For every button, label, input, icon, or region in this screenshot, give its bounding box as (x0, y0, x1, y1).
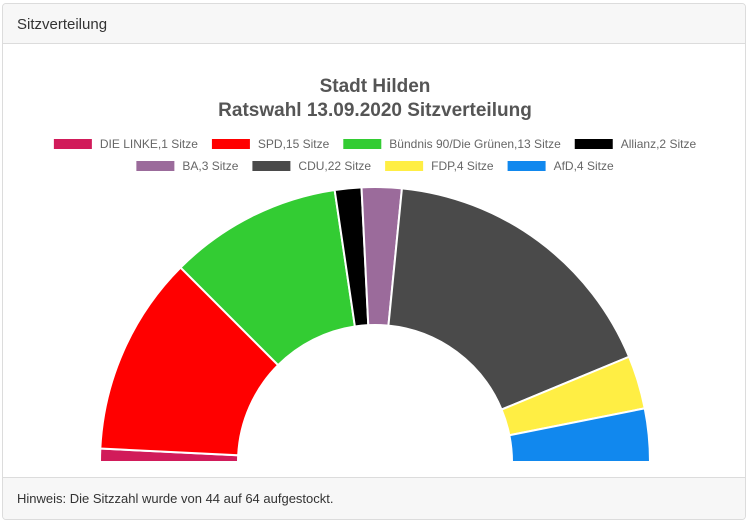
legend-label: FDP,4 Sitze (431, 159, 494, 173)
chart-subtitle: Ratswahl 13.09.2020 Sitzverteilung (218, 100, 532, 121)
legend-swatch (343, 139, 382, 149)
legend-item-0[interactable]: DIE LINKE,1 Sitze (53, 137, 198, 151)
legend-item-1[interactable]: SPD,15 Sitze (211, 137, 330, 151)
legend-item-4[interactable]: BA,3 Sitze (136, 159, 239, 173)
legend-label: AfD,4 Sitze (554, 159, 614, 173)
chart-area: Stadt Hilden Ratswahl 13.09.2020 Sitzver… (3, 44, 745, 479)
legend-label: CDU,22 Sitze (298, 159, 371, 173)
legend-swatch (252, 161, 291, 171)
seat-chart: Stadt Hilden Ratswahl 13.09.2020 Sitzver… (53, 76, 697, 463)
chart-legend: DIE LINKE,1 Sitze SPD,15 Sitze Bündnis 90/… (53, 137, 697, 173)
card-footer: Hinweis: Die Sitzzahl wurde von 44 auf 6… (3, 477, 745, 519)
legend-swatch (53, 139, 92, 149)
legend-item-6[interactable]: FDP,4 Sitze (385, 159, 494, 173)
legend-swatch (507, 161, 546, 171)
legend-label: DIE LINKE,1 Sitze (100, 137, 198, 151)
legend-item-5[interactable]: CDU,22 Sitze (252, 159, 371, 173)
legend-swatch (574, 139, 613, 149)
card-header: Sitzverteilung (3, 4, 745, 44)
legend-label: Bündnis 90/Die Grünen,13 Sitze (389, 137, 561, 151)
chart-slices (98, 186, 652, 463)
legend-swatch (211, 139, 250, 149)
chart-title: Stadt Hilden (320, 76, 431, 97)
legend-item-3[interactable]: Allianz,2 Sitze (574, 137, 697, 151)
legend-swatch (385, 161, 424, 171)
legend-label: BA,3 Sitze (182, 159, 238, 173)
slice-cdu[interactable] (387, 187, 631, 411)
legend-label: Allianz,2 Sitze (621, 137, 697, 151)
seat-distribution-card: Sitzverteilung Stadt Hilden Ratswahl 13.… (2, 3, 746, 520)
legend-swatch (136, 161, 175, 171)
legend-label: SPD,15 Sitze (258, 137, 330, 151)
slice-afd[interactable] (508, 407, 652, 463)
legend-item-2[interactable]: Bündnis 90/Die Grünen,13 Sitze (343, 137, 561, 151)
legend-item-7[interactable]: AfD,4 Sitze (507, 159, 614, 173)
